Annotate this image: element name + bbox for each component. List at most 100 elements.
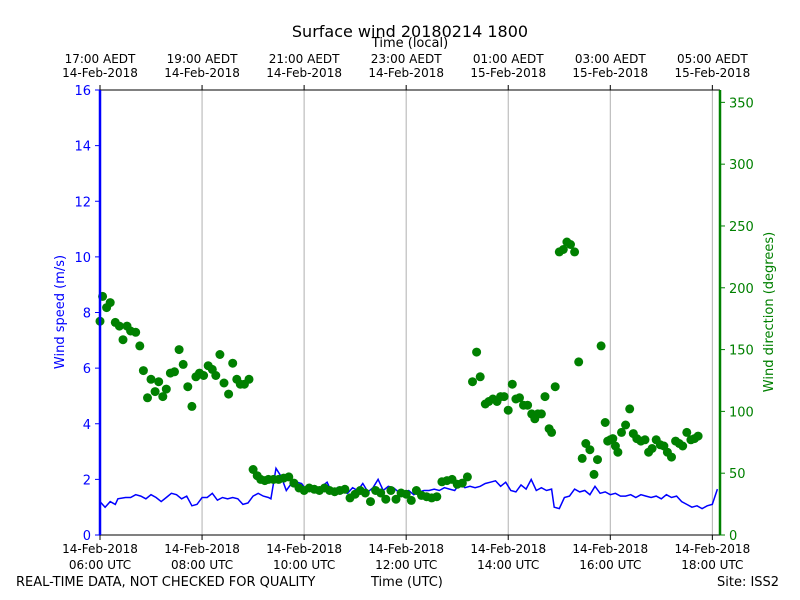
right-tick-label: 350 bbox=[729, 96, 754, 111]
wind-direction-point bbox=[406, 495, 416, 505]
wind-direction-point bbox=[682, 427, 692, 437]
wind-direction-point bbox=[625, 404, 635, 414]
wind-direction-point bbox=[199, 371, 209, 380]
wind-direction-point bbox=[678, 441, 688, 451]
wind-direction-point bbox=[135, 341, 145, 351]
right-tick-label: 50 bbox=[729, 467, 746, 482]
bottom-tick-label: 14-Feb-2018 bbox=[572, 542, 648, 556]
top-tick-label: 21:00 AEDT bbox=[269, 52, 340, 66]
wind-direction-point bbox=[621, 420, 631, 430]
wind-direction-point bbox=[170, 367, 179, 377]
bottom-tick-label: 14-Feb-2018 bbox=[470, 542, 546, 556]
wind-direction-point bbox=[158, 392, 168, 402]
bottom-tick-label: 12:00 UTC bbox=[375, 558, 437, 572]
top-tick-label: 05:00 AEDT bbox=[677, 52, 748, 66]
left-tick-label: 0 bbox=[83, 529, 91, 544]
wind-direction-point bbox=[386, 486, 396, 495]
bottom-tick-label: 14-Feb-2018 bbox=[164, 542, 240, 556]
bottom-tick-label: 14-Feb-2018 bbox=[266, 542, 342, 556]
wind-direction-point bbox=[401, 489, 411, 499]
bottom-tick-label: 08:00 UTC bbox=[171, 558, 233, 572]
wind-direction-point bbox=[640, 435, 650, 445]
wind-direction-point bbox=[547, 427, 557, 437]
right-tick-label: 200 bbox=[729, 282, 754, 297]
top-tick-label: 14-Feb-2018 bbox=[266, 66, 342, 80]
right-tick-label: 0 bbox=[729, 529, 737, 544]
wind-direction-point bbox=[143, 393, 152, 403]
wind-direction-point bbox=[138, 366, 148, 376]
wind-direction-point bbox=[647, 444, 657, 453]
bottom-tick-label: 06:00 UTC bbox=[69, 558, 131, 572]
right-tick-label: 250 bbox=[729, 220, 754, 235]
wind-direction-point bbox=[105, 298, 115, 308]
wind-direction-point bbox=[499, 392, 509, 402]
bottom-tick-label: 14-Feb-2018 bbox=[368, 542, 444, 556]
wind-direction-point bbox=[558, 245, 568, 254]
left-tick-label: 16 bbox=[74, 84, 91, 99]
wind-direction-point bbox=[693, 431, 703, 441]
quality-note: REAL-TIME DATA, NOT CHECKED FOR QUALITY bbox=[16, 575, 316, 590]
site-label: Site: ISS2 bbox=[717, 575, 780, 590]
wind-direction-point bbox=[432, 492, 442, 502]
wind-direction-point bbox=[244, 374, 254, 384]
wind-direction-point bbox=[593, 455, 602, 465]
wind-direction-point bbox=[536, 409, 546, 419]
wind-direction-point bbox=[284, 472, 294, 482]
left-tick-label: 10 bbox=[74, 251, 91, 266]
wind-direction-point bbox=[228, 358, 238, 368]
wind-direction-point bbox=[391, 494, 401, 504]
top-tick-label: 15-Feb-2018 bbox=[470, 66, 546, 80]
wind-direction-point bbox=[376, 488, 386, 498]
wind-direction-point bbox=[608, 434, 618, 444]
wind-direction-point bbox=[574, 357, 584, 367]
wind-direction-point bbox=[462, 472, 472, 482]
wind-direction-point bbox=[131, 327, 141, 337]
wind-direction-point bbox=[613, 447, 623, 457]
top-tick-label: 17:00 AEDT bbox=[65, 52, 136, 66]
wind-direction-point bbox=[161, 384, 171, 394]
wind-direction-point bbox=[596, 341, 606, 351]
top-tick-label: 15-Feb-2018 bbox=[572, 66, 648, 80]
wind-direction-point bbox=[360, 488, 370, 498]
wind-direction-point bbox=[178, 359, 188, 369]
top-tick-label: 23:00 AEDT bbox=[371, 52, 442, 66]
wind-direction-point bbox=[468, 377, 477, 387]
wind-direction-point bbox=[585, 445, 595, 455]
right-tick-label: 100 bbox=[729, 405, 754, 420]
left-axis-label: Wind speed (m/s) bbox=[53, 255, 68, 369]
wind-direction-point bbox=[475, 372, 485, 382]
wind-direction-point bbox=[566, 240, 575, 249]
bottom-tick-label: 18:00 UTC bbox=[681, 558, 743, 572]
top-tick-label: 14-Feb-2018 bbox=[62, 66, 138, 80]
left-tick-label: 4 bbox=[83, 418, 91, 433]
wind-direction-point bbox=[381, 494, 391, 504]
right-tick-label: 150 bbox=[729, 344, 754, 359]
wind-direction-point bbox=[617, 427, 626, 437]
left-tick-label: 8 bbox=[83, 307, 91, 322]
wind-direction-point bbox=[118, 335, 128, 345]
bottom-tick-label: 14-Feb-2018 bbox=[674, 542, 750, 556]
top-tick-label: 03:00 AEDT bbox=[575, 52, 646, 66]
right-tick-label: 300 bbox=[729, 158, 754, 173]
wind-direction-point bbox=[187, 401, 197, 411]
bottom-tick-label: 14-Feb-2018 bbox=[62, 542, 138, 556]
wind-direction-point bbox=[211, 371, 221, 380]
top-axis-label: Time (local) bbox=[371, 36, 448, 51]
wind-direction-point bbox=[523, 400, 533, 410]
wind-direction-point bbox=[366, 497, 375, 507]
wind-direction-point bbox=[174, 345, 184, 355]
wind-direction-point bbox=[183, 382, 193, 392]
left-tick-label: 14 bbox=[74, 140, 91, 155]
wind-direction-point bbox=[150, 387, 160, 397]
wind-direction-point bbox=[457, 478, 467, 488]
bottom-tick-label: 16:00 UTC bbox=[579, 558, 641, 572]
wind-direction-point bbox=[340, 484, 350, 494]
top-tick-label: 14-Feb-2018 bbox=[164, 66, 240, 80]
left-tick-label: 12 bbox=[74, 195, 91, 210]
right-axis-label: Wind direction (degrees) bbox=[762, 232, 777, 392]
wind-direction-point bbox=[219, 378, 229, 388]
wind-direction-point bbox=[540, 392, 550, 402]
top-tick-label: 01:00 AEDT bbox=[473, 52, 544, 66]
top-tick-label: 15-Feb-2018 bbox=[674, 66, 750, 80]
